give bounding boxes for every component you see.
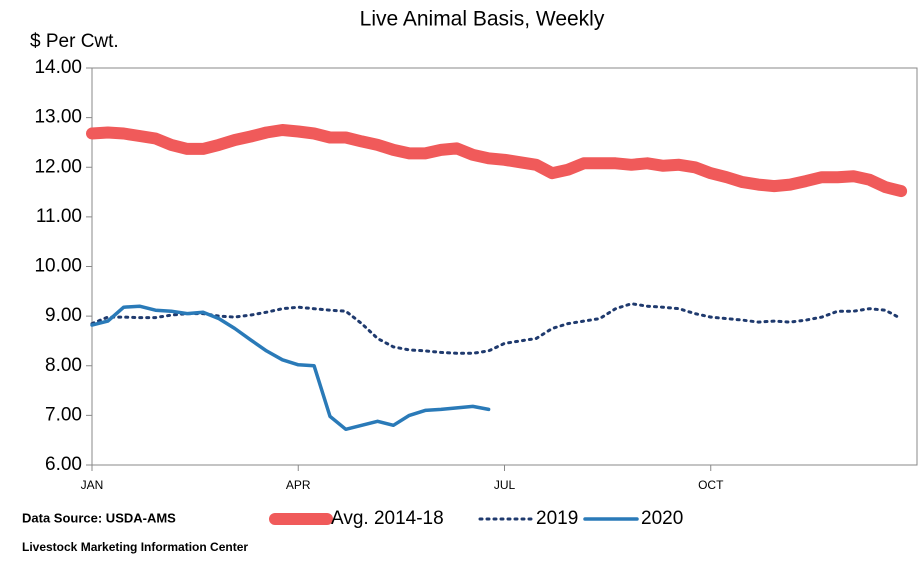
legend-label: Avg. 2014-18 xyxy=(331,508,444,529)
y-tick-label: 9.00 xyxy=(45,305,82,326)
y-tick-label: 11.00 xyxy=(36,206,82,227)
y-tick-label: 8.00 xyxy=(45,355,82,376)
legend-label: 2019 xyxy=(536,508,578,529)
credit: Livestock Marketing Information Center xyxy=(22,540,248,554)
series-line xyxy=(90,304,491,432)
x-tick-label: JUL xyxy=(494,478,516,492)
series-line xyxy=(86,124,908,198)
x-tick-label: JAN xyxy=(81,478,104,492)
x-tick-label: OCT xyxy=(698,478,724,492)
series-line xyxy=(90,302,903,355)
source: Data Source: USDA-AMS xyxy=(22,510,176,525)
legend-label: 2020 xyxy=(641,508,683,529)
y-tick-label: 12.00 xyxy=(34,156,82,177)
y-tick-label: 10.00 xyxy=(34,256,82,277)
y-axis-label: $ Per Cwt. xyxy=(30,31,119,52)
y-tick-label: 6.00 xyxy=(45,454,82,475)
y-tick-label: 14.00 xyxy=(34,57,82,78)
y-tick-label: 13.00 xyxy=(34,107,82,128)
chart-title: Live Animal Basis, Weekly xyxy=(360,8,605,31)
x-tick-label: APR xyxy=(286,478,311,492)
y-tick-label: 7.00 xyxy=(45,404,82,425)
plot-frame xyxy=(91,67,918,466)
